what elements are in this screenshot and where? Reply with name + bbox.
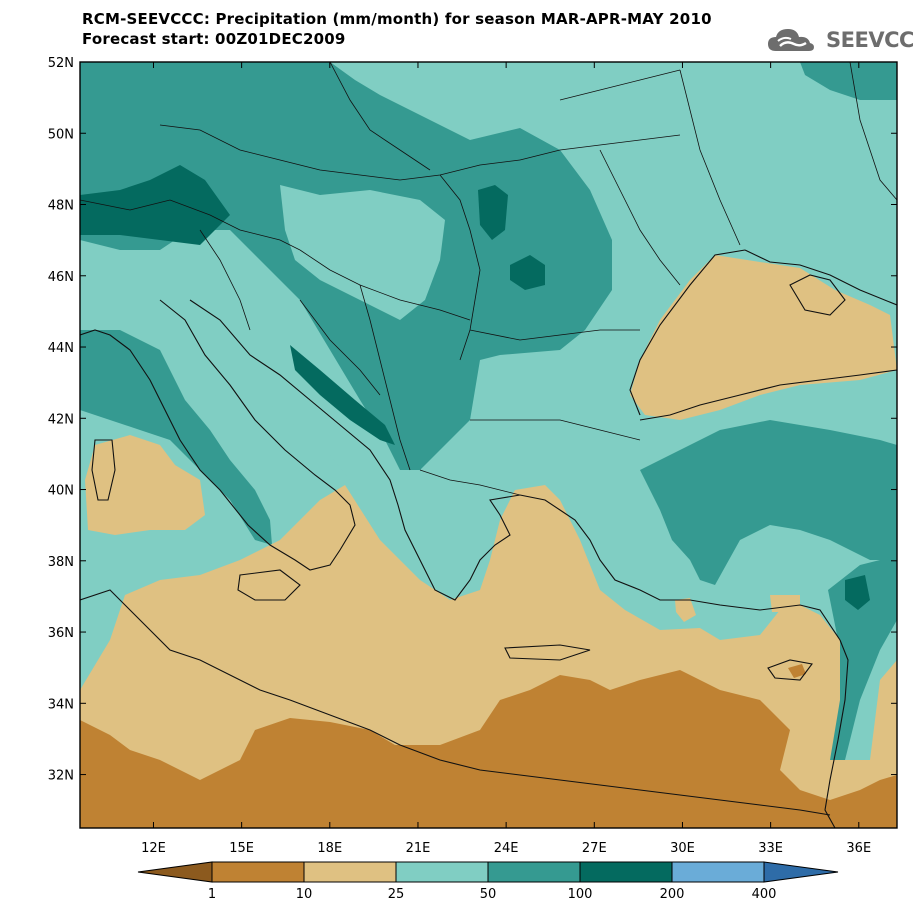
lon-label: 30E [670, 841, 695, 856]
legend-color-box [671, 861, 765, 883]
zone-50-100-italy [80, 330, 272, 545]
legend-tick-label: 10 [296, 887, 313, 902]
lon-label: 36E [846, 841, 871, 856]
legend-tick-label: 50 [480, 887, 497, 902]
lat-label: 38N [48, 555, 74, 570]
zone-100-200-carpathian [510, 255, 545, 290]
zone-10-25-sardinia [85, 435, 205, 535]
color-legend: 1 10 25 50 100 200 400 [137, 861, 839, 902]
logo-text: SEEVCCC [826, 28, 913, 52]
legend-tick-label: 25 [388, 887, 405, 902]
legend-arrow-high [763, 861, 839, 883]
zone-100-200-carpathian-west [478, 185, 508, 240]
lon-label: 15E [229, 841, 254, 856]
lon-label: 12E [141, 841, 166, 856]
zone-50-100-ne [800, 62, 897, 100]
coastlines [80, 249, 897, 828]
zone-1-10-north-africa [80, 670, 897, 828]
legend-color-box [579, 861, 673, 883]
longitude-axis: 12E 15E 18E 21E 24E 27E 30E 33E 36E [141, 62, 871, 856]
lat-label: 40N [48, 484, 74, 499]
zone-10-25-patch-a [675, 598, 696, 622]
legend-tick-label: 1 [208, 887, 216, 902]
forecast-start-subtitle: Forecast start: 00Z01DEC2009 [82, 30, 346, 48]
zone-1-10-cyprus [788, 664, 806, 678]
cloud-logo-icon [768, 29, 814, 51]
latitude-axis: 52N 50N 48N 46N 44N 42N 40N 38N 36N 34N 32N [48, 56, 897, 784]
lat-label: 42N [48, 412, 74, 427]
lat-label: 44N [48, 341, 74, 356]
zone-50-100-turkey [640, 420, 897, 585]
map-title: RCM-SEEVCCC: Precipitation (mm/month) fo… [82, 10, 712, 28]
legend-tick-label: 200 [660, 887, 685, 902]
lon-label: 24E [494, 841, 519, 856]
seevccc-logo: SEEVCCC [766, 26, 913, 54]
country-borders [80, 62, 897, 496]
lat-label: 34N [48, 697, 74, 712]
zone-50-100-levant [828, 560, 897, 760]
lat-label: 32N [48, 769, 74, 784]
lat-label: 50N [48, 127, 74, 142]
lon-label: 18E [317, 841, 342, 856]
lat-label: 46N [48, 270, 74, 285]
lat-label: 48N [48, 199, 74, 214]
legend-tick-label: 400 [752, 887, 777, 902]
lon-label: 21E [406, 841, 431, 856]
precipitation-field [80, 62, 897, 828]
zone-10-25-patch-b [770, 595, 800, 612]
lat-label: 52N [48, 56, 74, 71]
zone-100-200-dinaric [290, 345, 395, 445]
legend-color-box [211, 861, 305, 883]
zone-25-50-pannonia [280, 185, 445, 320]
legend-color-box [395, 861, 489, 883]
legend-color-box [487, 861, 581, 883]
legend-tick-label: 100 [568, 887, 593, 902]
legend-arrow-low [137, 861, 213, 883]
map-frame [79, 61, 898, 829]
zone-100-200-alps [80, 165, 230, 245]
zone-100-200-levant [845, 575, 870, 610]
lon-label: 27E [582, 841, 607, 856]
lon-label: 33E [758, 841, 783, 856]
zone-25-50-adriatic [190, 360, 355, 500]
lat-label: 36N [48, 626, 74, 641]
legend-color-box [303, 861, 397, 883]
